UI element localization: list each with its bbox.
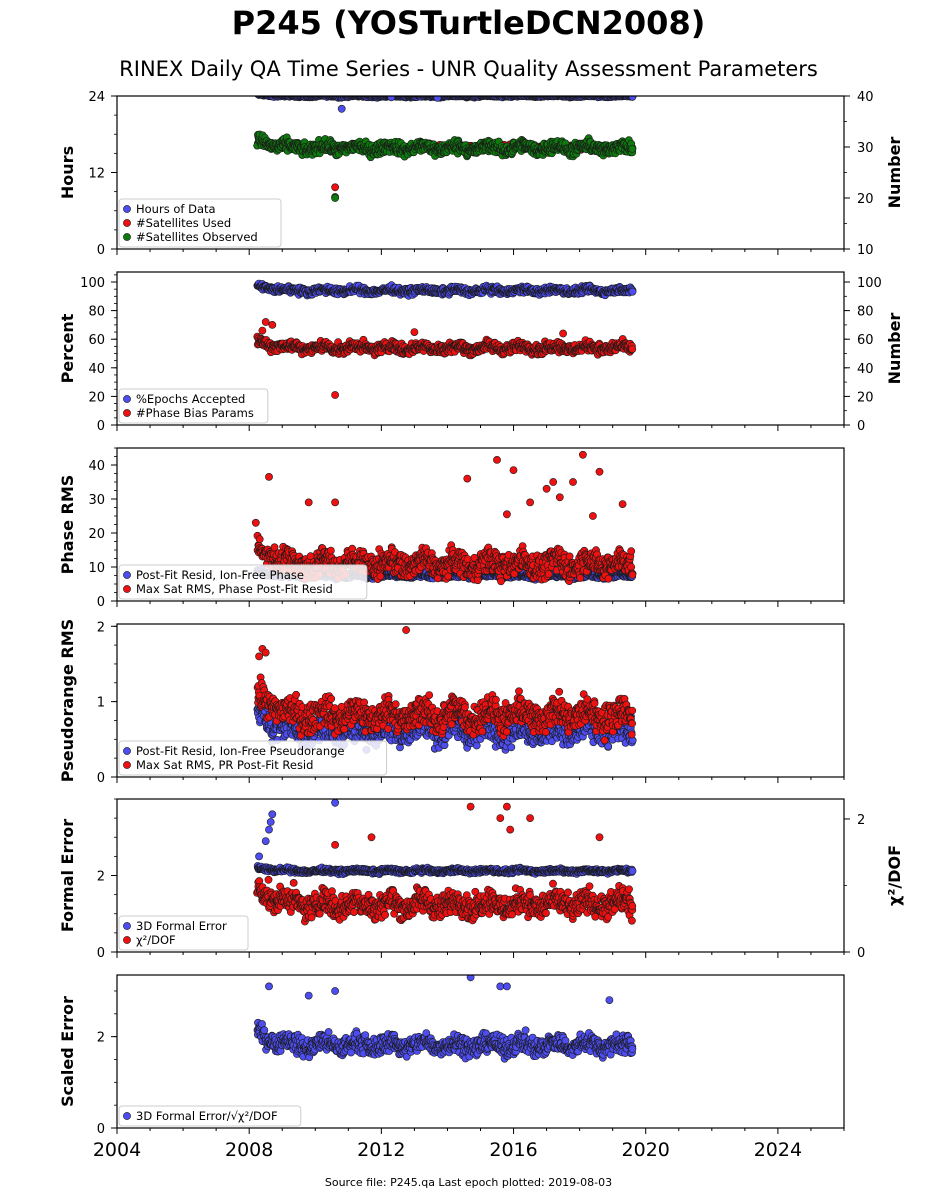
point bbox=[628, 345, 637, 353]
legend-box bbox=[118, 388, 269, 424]
y-tick-label: 60 bbox=[88, 333, 105, 348]
legend-box bbox=[118, 198, 282, 248]
outlier-point bbox=[261, 318, 270, 326]
legend-label: #Satellites Used bbox=[136, 216, 231, 230]
outlier-point bbox=[331, 194, 339, 202]
y-right-tick-label: 100 bbox=[857, 276, 882, 291]
y-right-tick-label: 0 bbox=[857, 419, 865, 434]
legend-marker bbox=[123, 219, 131, 227]
y-right-tick-label: 30 bbox=[857, 141, 874, 156]
outlier-point bbox=[258, 326, 267, 335]
outlier-point bbox=[331, 183, 339, 192]
y-tick-label: 100 bbox=[80, 276, 105, 291]
outlier-point bbox=[433, 96, 442, 102]
outlier-point bbox=[331, 391, 339, 399]
y-right-tick-label: 80 bbox=[857, 305, 874, 320]
point bbox=[628, 287, 637, 296]
y-right-tick-label: 60 bbox=[857, 333, 874, 348]
y-right-tick-label: 20 bbox=[857, 192, 874, 207]
legend-label: %Epochs Accepted bbox=[136, 392, 245, 406]
y-tick-label: 80 bbox=[88, 305, 105, 320]
point bbox=[628, 144, 637, 153]
legend-marker bbox=[123, 205, 131, 213]
y-axis-label: Hours bbox=[58, 146, 77, 199]
y-tick-label: 24 bbox=[88, 90, 105, 105]
legend: Hours of Data#Satellites Used#Satellites… bbox=[118, 198, 282, 248]
series-2-points bbox=[253, 318, 637, 399]
outlier-point bbox=[387, 96, 396, 102]
figure-title: P245 (YOSTurtleDCN2008) bbox=[231, 4, 706, 42]
point bbox=[628, 96, 637, 101]
legend-label: #Phase Bias Params bbox=[136, 406, 254, 420]
y-right-tick-label: 10 bbox=[857, 243, 874, 258]
series-1-points bbox=[253, 279, 637, 300]
y-tick-label: 20 bbox=[88, 390, 105, 405]
outlier-point bbox=[559, 329, 567, 338]
y-right-axis-label: Number bbox=[885, 313, 904, 385]
series-3-points bbox=[253, 130, 637, 202]
figure-subtitle: RINEX Daily QA Time Series - UNR Quality… bbox=[119, 57, 818, 81]
outlier-point bbox=[337, 104, 346, 113]
y-tick-label: 0 bbox=[97, 243, 105, 258]
panel-2: 0 20 40 60 80 100 0 20 40 60 80 100 Number Percent %Ep… bbox=[58, 271, 904, 434]
y-tick-label: 12 bbox=[88, 167, 105, 182]
y-tick-label: 40 bbox=[88, 362, 105, 377]
series-1-points bbox=[254, 96, 637, 113]
legend-label: #Satellites Observed bbox=[136, 230, 258, 244]
y-right-tick-label: 40 bbox=[857, 90, 874, 105]
y-right-axis-label: Number bbox=[885, 137, 904, 209]
legend-label: Hours of Data bbox=[136, 202, 216, 216]
outlier-point bbox=[268, 320, 277, 329]
data-points bbox=[253, 279, 637, 399]
legend-marker bbox=[123, 233, 131, 241]
y-right-tick-label: 40 bbox=[857, 362, 874, 377]
legend: %Epochs Accepted#Phase Bias Params bbox=[118, 388, 269, 424]
y-right-tick-label: 20 bbox=[857, 390, 874, 405]
y-axis-label: Percent bbox=[58, 313, 77, 383]
outlier-point bbox=[410, 328, 419, 336]
legend-marker bbox=[123, 395, 131, 403]
data-points bbox=[253, 96, 637, 202]
legend-marker bbox=[123, 409, 131, 417]
y-tick-label: 0 bbox=[97, 419, 105, 434]
